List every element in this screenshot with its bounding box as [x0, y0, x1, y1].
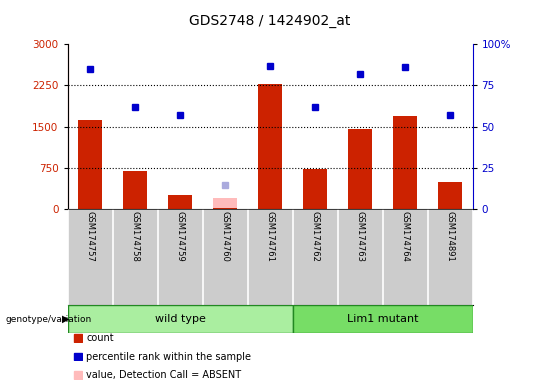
Text: GSM174758: GSM174758	[131, 211, 139, 262]
Text: value, Detection Call = ABSENT: value, Detection Call = ABSENT	[86, 370, 241, 380]
Bar	[213, 208, 238, 209]
Text: ▶: ▶	[62, 314, 70, 324]
Bar	[74, 371, 82, 379]
Bar	[213, 198, 238, 209]
Bar	[258, 84, 282, 209]
Text: GDS2748 / 1424902_at: GDS2748 / 1424902_at	[190, 14, 350, 28]
Bar	[348, 129, 373, 209]
Text: wild type: wild type	[154, 314, 205, 324]
Text: genotype/variation: genotype/variation	[5, 314, 92, 324]
Text: GSM174763: GSM174763	[355, 211, 364, 262]
Text: GSM174759: GSM174759	[176, 211, 185, 262]
Bar	[74, 353, 82, 360]
Bar	[123, 171, 147, 209]
Bar	[68, 305, 293, 333]
Text: percentile rank within the sample: percentile rank within the sample	[86, 352, 252, 362]
Bar	[437, 182, 462, 209]
Bar	[393, 116, 417, 209]
Text: GSM174760: GSM174760	[220, 211, 230, 262]
Text: GSM174757: GSM174757	[85, 211, 94, 262]
Text: GSM174764: GSM174764	[401, 211, 409, 262]
Bar	[78, 120, 103, 209]
Bar	[302, 169, 327, 209]
Bar	[74, 334, 82, 342]
Text: Lim1 mutant: Lim1 mutant	[347, 314, 418, 324]
Text: count: count	[86, 333, 114, 343]
Bar	[167, 195, 192, 209]
Text: GSM174891: GSM174891	[446, 211, 455, 262]
Text: GSM174761: GSM174761	[266, 211, 274, 262]
Bar	[293, 305, 472, 333]
Text: GSM174762: GSM174762	[310, 211, 320, 262]
